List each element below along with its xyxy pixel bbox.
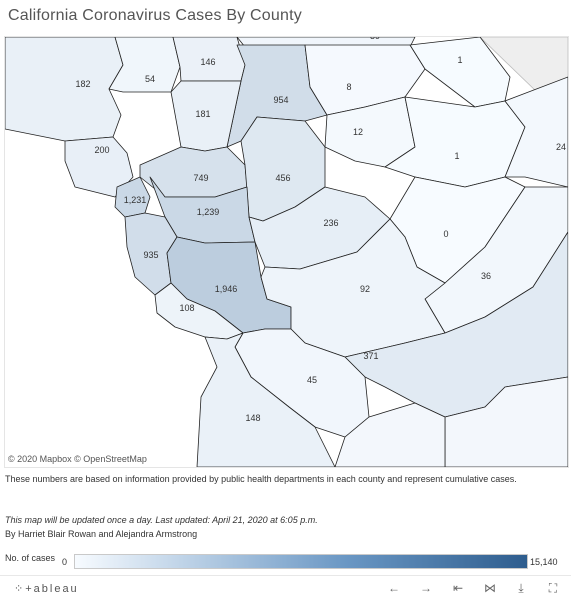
county-case-label: 182 bbox=[75, 79, 90, 89]
county-case-label: 148 bbox=[245, 413, 260, 423]
undo-icon: ← bbox=[388, 581, 400, 595]
download-button[interactable]: ⤓ bbox=[513, 581, 529, 595]
map-view[interactable]: 182 54 146 59 954 8 1 181 12 200 749 456 1 24 1,231 1,2… bbox=[4, 36, 569, 468]
map-attribution[interactable]: © 2020 Mapbox © OpenStreetMap bbox=[8, 454, 147, 464]
county-case-label: 1 bbox=[457, 55, 462, 65]
page-title: California Coronavirus Cases By County bbox=[8, 7, 302, 24]
county-case-label: 1,946 bbox=[215, 284, 238, 294]
county-case-label: 59 bbox=[370, 37, 380, 41]
county-case-label: 8 bbox=[346, 82, 351, 92]
county-case-label: 749 bbox=[193, 173, 208, 183]
download-icon: ⤓ bbox=[518, 581, 524, 595]
county-case-label: 146 bbox=[200, 57, 215, 67]
county-case-label: 371 bbox=[363, 351, 378, 361]
county-case-label: 108 bbox=[179, 303, 194, 313]
county-shape-unlabeled[interactable] bbox=[444, 376, 568, 467]
county-case-label: 1,231 bbox=[124, 195, 147, 205]
county-case-label: 456 bbox=[275, 173, 290, 183]
county-shape[interactable] bbox=[5, 37, 124, 142]
fullscreen-icon: ⛶ bbox=[548, 581, 558, 595]
redo-button[interactable]: → bbox=[418, 581, 434, 595]
county-case-label: 45 bbox=[307, 375, 317, 385]
county-case-label: 181 bbox=[195, 109, 210, 119]
legend-max: 15,140 bbox=[530, 557, 558, 567]
county-map[interactable]: 182 54 146 59 954 8 1 181 12 200 749 456 1 24 1,231 1,2… bbox=[5, 37, 568, 467]
county-case-label: 1 bbox=[454, 151, 459, 161]
county-case-label: 54 bbox=[145, 74, 155, 84]
update-text: This map will be updated once a day. Las… bbox=[5, 515, 318, 525]
undo-button[interactable]: ← bbox=[386, 581, 402, 595]
revert-button[interactable]: ⇤ bbox=[450, 581, 466, 595]
county-case-label: 236 bbox=[323, 218, 338, 228]
byline-text: By Harriet Blair Rowan and Alejandra Arm… bbox=[5, 529, 198, 539]
legend-label: No. of cases bbox=[5, 553, 56, 563]
tableau-logo[interactable]: ⁘+ableau bbox=[14, 583, 79, 595]
county-case-label: 0 bbox=[443, 229, 448, 239]
county-shape[interactable] bbox=[196, 332, 336, 467]
county-case-label: 92 bbox=[360, 284, 370, 294]
county-shape[interactable] bbox=[504, 76, 568, 188]
county-case-label: 12 bbox=[353, 127, 363, 137]
county-case-label: 36 bbox=[481, 271, 491, 281]
county-case-label: 935 bbox=[143, 250, 158, 260]
share-button[interactable]: ⋈ bbox=[482, 581, 498, 595]
fullscreen-button[interactable]: ⛶ bbox=[545, 581, 561, 595]
county-case-label: 954 bbox=[273, 95, 288, 105]
county-shape-unlabeled[interactable] bbox=[334, 402, 446, 467]
share-icon: ⋈ bbox=[484, 581, 496, 595]
toolbar: ⁘+ableau ← → ⇤ ⋈ ⤓ ⛶ bbox=[0, 575, 571, 602]
redo-icon: → bbox=[420, 581, 432, 595]
revert-icon: ⇤ bbox=[452, 581, 464, 595]
county-case-label: 200 bbox=[94, 145, 109, 155]
legend-color-ramp bbox=[74, 554, 528, 569]
legend-min: 0 bbox=[62, 557, 68, 567]
county-case-label: 24 bbox=[556, 142, 566, 152]
description-text: These numbers are based on information p… bbox=[5, 474, 517, 484]
county-case-label: 1,239 bbox=[197, 207, 220, 217]
